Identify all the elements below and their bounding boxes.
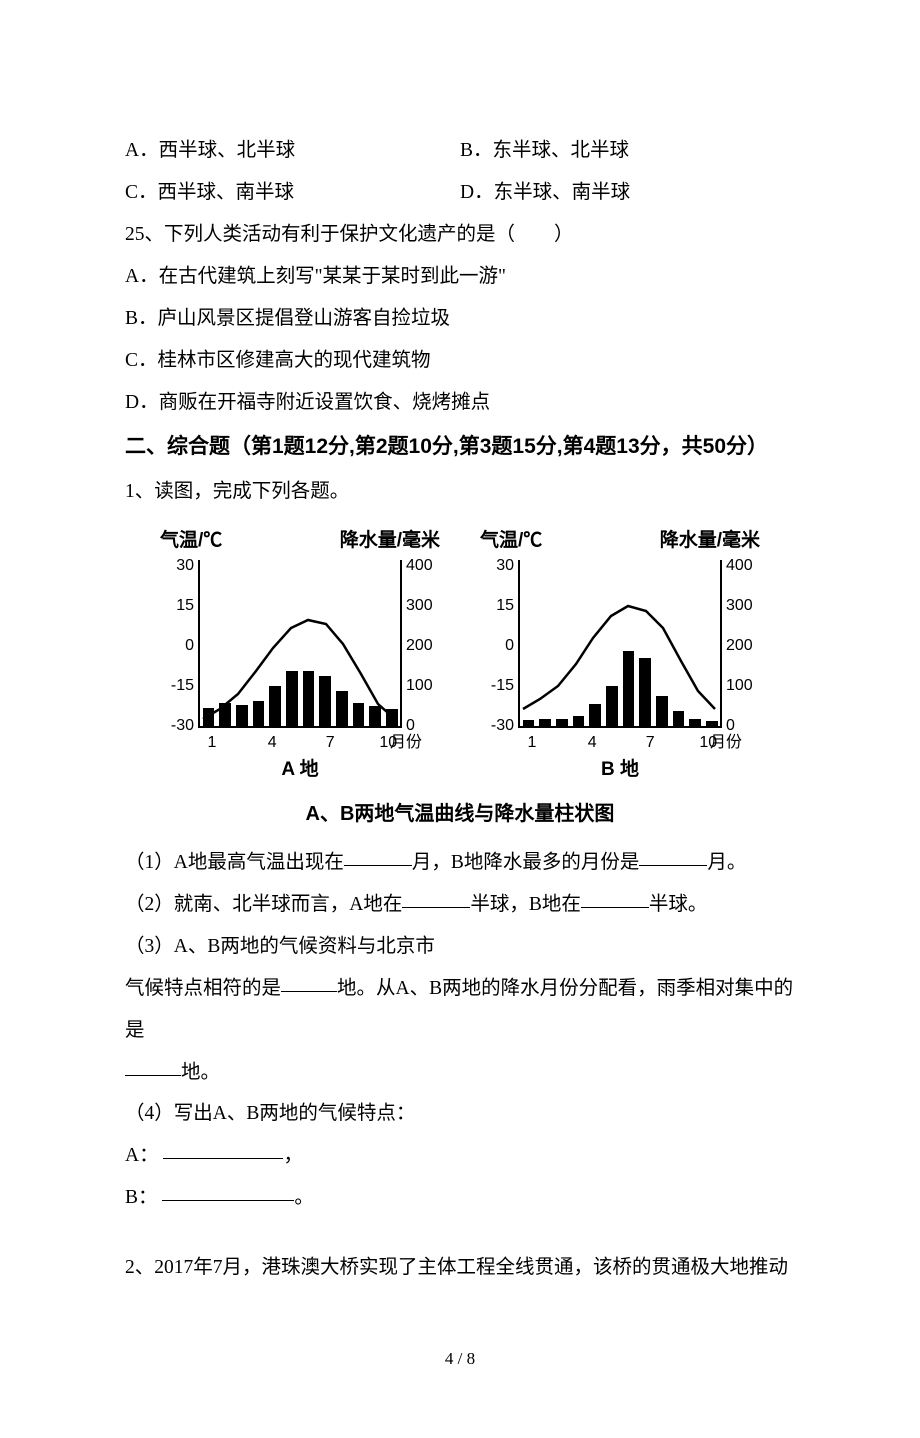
chart-a-plot (198, 566, 402, 728)
s2q1-sub4-a: A： ， (125, 1135, 795, 1177)
chart-b-y-right: 400 300 200 100 0 (722, 566, 760, 726)
chart-a-y-right: 400 300 200 100 0 (402, 566, 440, 726)
chart-b-y-left: 30 15 0 -15 -30 (480, 566, 518, 726)
q24-option-a: A．西半球、北半球 (125, 130, 460, 172)
s2q1-sub4-b: B： 。 (125, 1177, 795, 1219)
chart-b-temp-line (520, 566, 724, 726)
blank (639, 845, 707, 866)
chart-a-y-left: 30 15 0 -15 -30 (160, 566, 198, 726)
q25-option-c: C．桂林市区修建高大的现代建筑物 (125, 340, 795, 382)
blank (125, 1055, 181, 1076)
q25-option-b: B．庐山风景区提倡登山游客自捡垃圾 (125, 298, 795, 340)
q25-stem: 25、下列人类活动有利于保护文化遗产的是（ ） (125, 214, 795, 256)
blank (581, 887, 649, 908)
blank (344, 845, 412, 866)
q24-option-c: C．西半球、南半球 (125, 172, 460, 214)
blank (402, 887, 470, 908)
s2q1-sub3-line1: （3）A、B两地的气候资料与北京市 (125, 926, 795, 968)
s2q1-sub3-line2: 气候特点相符的是地。从A、B两地的降水月份分配看，雨季相对集中的是 (125, 968, 795, 1052)
blank (162, 1181, 294, 1202)
q25-option-d: D．商贩在开福寺附近设置饮食、烧烤摊点 (125, 382, 795, 424)
section-2-heading: 二、综合题（第1题12分,第2题10分,第3题15分,第4题13分，共50分） (125, 427, 795, 467)
q25-option-a: A．在古代建筑上刻写"某某于某时到此一游" (125, 256, 795, 298)
s2q2-stem: 2、2017年7月，港珠澳大桥实现了主体工程全线贯通，该桥的贯通极大地推动 (125, 1247, 795, 1289)
chart-a-x-labels: 1 4 7 10 月份 (198, 726, 430, 748)
s2q1-stem: 1、读图，完成下列各题。 (125, 471, 795, 513)
q24-options-row1: A．西半球、北半球 B．东半球、北半球 (125, 130, 795, 172)
s2q1-sub2: （2）就南、北半球而言，A地在半球，B地在半球。 (125, 884, 795, 926)
blank (163, 1139, 283, 1160)
q24-option-b: B．东半球、北半球 (460, 130, 795, 172)
climate-charts: 气温/℃ 降水量/毫米 30 15 0 -15 -30 (125, 521, 795, 791)
q24-option-d: D．东半球、南半球 (460, 172, 795, 214)
chart-caption: A、B两地气温曲线与降水量柱状图 (125, 793, 795, 836)
chart-b-plot (518, 566, 722, 728)
s2q1-sub1: （1）A地最高气温出现在月，B地降水最多的月份是月。 (125, 842, 795, 884)
s2q1-sub4: （4）写出A、B两地的气候特点： (125, 1093, 795, 1135)
blank (281, 971, 337, 992)
chart-a-temp-line (200, 566, 404, 726)
s2q1-sub3-line3: 地。 (125, 1052, 795, 1094)
page-number: 4 / 8 (125, 1341, 795, 1378)
chart-b-panel: 气温/℃ 降水量/毫米 30 15 0 -15 -30 (480, 521, 760, 791)
chart-b-x-labels: 1 4 7 10 月份 (518, 726, 750, 748)
q24-options-row2: C．西半球、南半球 D．东半球、南半球 (125, 172, 795, 214)
chart-a-panel: 气温/℃ 降水量/毫米 30 15 0 -15 -30 (160, 521, 440, 791)
